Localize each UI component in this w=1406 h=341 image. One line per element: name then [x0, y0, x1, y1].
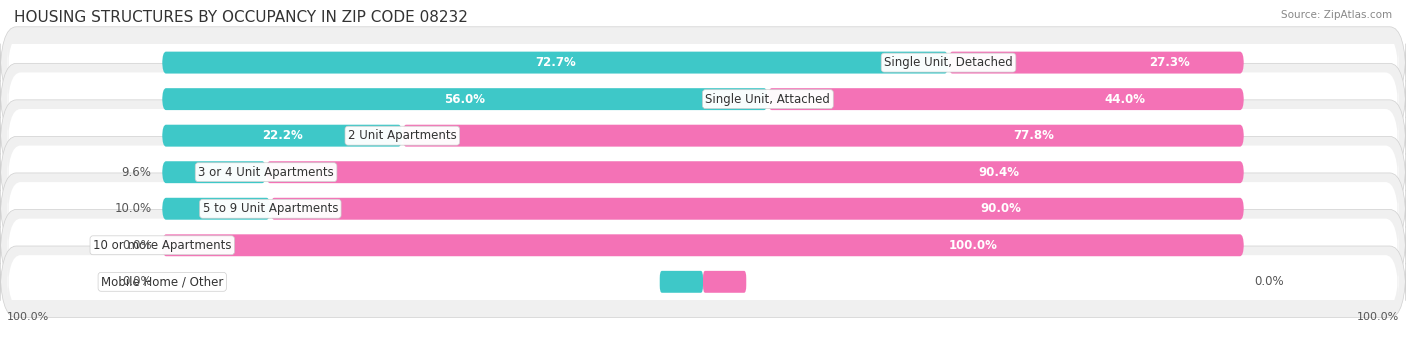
Text: 0.0%: 0.0%	[122, 239, 152, 252]
Text: Single Unit, Attached: Single Unit, Attached	[706, 93, 831, 106]
FancyBboxPatch shape	[7, 255, 1399, 309]
FancyBboxPatch shape	[0, 63, 1406, 135]
FancyBboxPatch shape	[7, 146, 1399, 199]
Text: 27.3%: 27.3%	[1150, 56, 1191, 69]
Text: 90.0%: 90.0%	[980, 202, 1021, 215]
FancyBboxPatch shape	[0, 100, 1406, 172]
FancyBboxPatch shape	[7, 219, 1399, 272]
FancyBboxPatch shape	[768, 88, 1244, 110]
FancyBboxPatch shape	[270, 198, 1244, 220]
FancyBboxPatch shape	[162, 125, 402, 147]
FancyBboxPatch shape	[0, 246, 1406, 317]
Text: 2 Unit Apartments: 2 Unit Apartments	[347, 129, 457, 142]
Text: 22.2%: 22.2%	[262, 129, 302, 142]
FancyBboxPatch shape	[402, 125, 1244, 147]
FancyBboxPatch shape	[659, 271, 703, 293]
FancyBboxPatch shape	[7, 36, 1399, 89]
FancyBboxPatch shape	[703, 271, 747, 293]
Text: 10 or more Apartments: 10 or more Apartments	[93, 239, 232, 252]
FancyBboxPatch shape	[162, 51, 949, 74]
Text: 77.8%: 77.8%	[1012, 129, 1054, 142]
Text: 90.4%: 90.4%	[979, 166, 1019, 179]
FancyBboxPatch shape	[162, 198, 270, 220]
Text: 44.0%: 44.0%	[1104, 93, 1146, 106]
Text: 0.0%: 0.0%	[1254, 275, 1284, 288]
Text: Single Unit, Detached: Single Unit, Detached	[884, 56, 1012, 69]
FancyBboxPatch shape	[7, 182, 1399, 235]
Text: Mobile Home / Other: Mobile Home / Other	[101, 275, 224, 288]
FancyBboxPatch shape	[162, 88, 768, 110]
Text: 100.0%: 100.0%	[7, 312, 49, 322]
Text: HOUSING STRUCTURES BY OCCUPANCY IN ZIP CODE 08232: HOUSING STRUCTURES BY OCCUPANCY IN ZIP C…	[14, 10, 468, 25]
FancyBboxPatch shape	[7, 72, 1399, 126]
Text: 100.0%: 100.0%	[1357, 312, 1399, 322]
Text: 3 or 4 Unit Apartments: 3 or 4 Unit Apartments	[198, 166, 335, 179]
Text: Source: ZipAtlas.com: Source: ZipAtlas.com	[1281, 10, 1392, 20]
FancyBboxPatch shape	[162, 161, 266, 183]
Text: 100.0%: 100.0%	[949, 239, 998, 252]
FancyBboxPatch shape	[949, 51, 1244, 74]
Text: 9.6%: 9.6%	[121, 166, 152, 179]
FancyBboxPatch shape	[7, 109, 1399, 162]
Text: 5 to 9 Unit Apartments: 5 to 9 Unit Apartments	[202, 202, 337, 215]
FancyBboxPatch shape	[162, 234, 1244, 256]
Text: 0.0%: 0.0%	[122, 275, 152, 288]
FancyBboxPatch shape	[0, 209, 1406, 281]
FancyBboxPatch shape	[0, 173, 1406, 244]
Text: 72.7%: 72.7%	[536, 56, 575, 69]
Text: 10.0%: 10.0%	[114, 202, 152, 215]
FancyBboxPatch shape	[266, 161, 1244, 183]
FancyBboxPatch shape	[0, 136, 1406, 208]
FancyBboxPatch shape	[0, 27, 1406, 99]
Text: 56.0%: 56.0%	[444, 93, 485, 106]
